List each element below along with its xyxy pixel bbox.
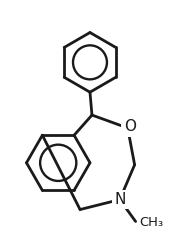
Text: O: O (124, 119, 136, 135)
Text: CH₃: CH₃ (140, 216, 164, 229)
Text: N: N (114, 192, 125, 207)
